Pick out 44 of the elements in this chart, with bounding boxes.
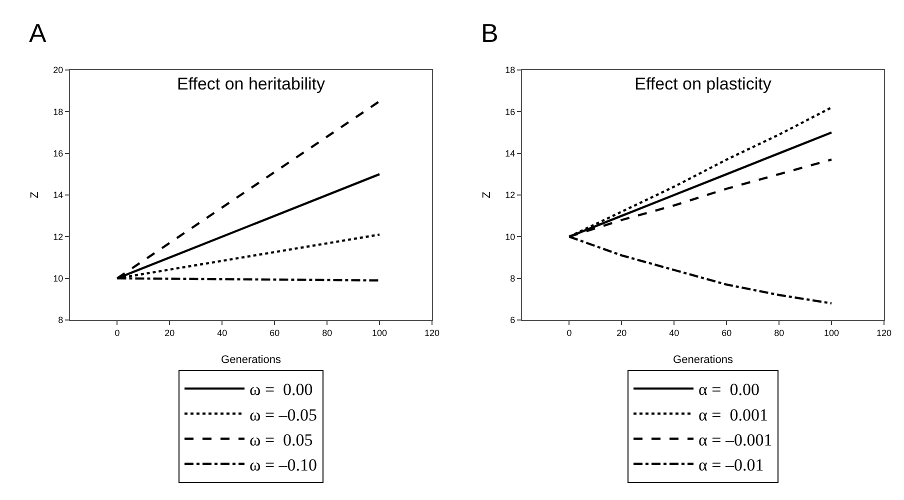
y-tick-label: 10 (505, 232, 516, 242)
x-tick-label: 120 (876, 328, 892, 338)
x-tick-label: 120 (424, 328, 440, 338)
text: A (29, 18, 47, 48)
y-tick-label: 8 (58, 315, 64, 326)
x-axis-title: Generations (673, 354, 734, 366)
legend-label: α = –0.001 (698, 430, 772, 450)
x-tick-label: 80 (322, 328, 332, 338)
y-tick-label: 6 (510, 315, 516, 326)
legend-label: α = –0.01 (698, 455, 764, 474)
y-tick-label: 12 (505, 190, 516, 200)
x-tick-label: 20 (616, 328, 627, 338)
y-tick-label: 20 (53, 65, 64, 76)
x-tick-label: 0 (114, 328, 120, 338)
x-tick-label: 100 (372, 328, 388, 338)
x-tick-label: 100 (824, 328, 840, 338)
y-tick-label: 10 (53, 273, 64, 284)
y-tick-label: 18 (53, 106, 64, 117)
y-tick-label: 16 (53, 148, 64, 158)
x-tick-label: 60 (270, 328, 280, 338)
y-tick-label: 14 (53, 190, 64, 200)
chart-title: Effect on heritability (176, 74, 326, 94)
y-axis-title: Z (481, 191, 493, 198)
y-tick-label: 12 (53, 232, 64, 242)
x-tick-label: 60 (722, 328, 732, 338)
legend-label: α = 0.00 (698, 380, 760, 400)
legend-label: ω = –0.10 (250, 455, 318, 474)
x-tick-label: 80 (774, 328, 784, 338)
y-tick-label: 18 (505, 65, 516, 76)
legend-label: ω = –0.05 (250, 405, 318, 424)
x-axis-title: Generations (221, 354, 282, 366)
legend-label: ω = 0.00 (250, 380, 313, 400)
y-tick-label: 16 (505, 106, 516, 117)
legend-label: α = 0.001 (698, 405, 768, 424)
y-axis-title: Z (29, 191, 41, 198)
legend-label: ω = 0.05 (250, 430, 313, 450)
x-tick-label: 20 (164, 328, 175, 338)
x-tick-label: 0 (566, 328, 572, 338)
x-tick-label: 40 (669, 328, 680, 338)
y-tick-label: 14 (505, 148, 516, 158)
x-tick-label: 40 (217, 328, 228, 338)
y-tick-label: 8 (510, 273, 516, 284)
chart-title: Effect on plasticity (634, 74, 772, 94)
text: B (481, 18, 498, 48)
